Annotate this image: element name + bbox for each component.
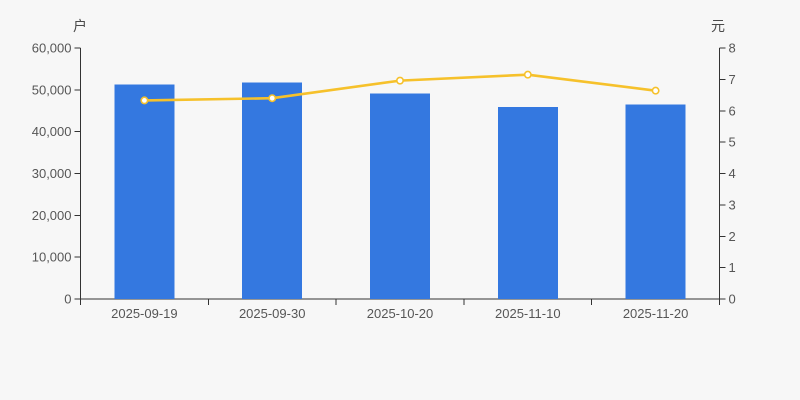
right-axis-tick-label: 3 bbox=[729, 197, 736, 212]
x-axis-label: 2025-09-19 bbox=[111, 306, 178, 321]
right-axis-tick-label: 5 bbox=[729, 135, 736, 150]
left-axis-tick-label: 30,000 bbox=[32, 166, 72, 181]
bar[interactable] bbox=[625, 104, 686, 299]
x-axis-label: 2025-10-20 bbox=[367, 306, 434, 321]
left-axis-title: 户 bbox=[73, 18, 87, 34]
left-axis-tick-label: 50,000 bbox=[32, 82, 72, 97]
right-axis-tick-label: 1 bbox=[729, 260, 736, 275]
left-axis-tick-label: 60,000 bbox=[32, 41, 72, 56]
left-axis-tick-label: 0 bbox=[64, 292, 71, 307]
bar[interactable] bbox=[114, 84, 175, 300]
x-axis-label: 2025-09-30 bbox=[239, 306, 306, 321]
line-marker[interactable] bbox=[268, 94, 277, 103]
right-axis-tick-label: 8 bbox=[729, 41, 736, 56]
right-axis-tick-label: 0 bbox=[729, 292, 736, 307]
line-marker[interactable] bbox=[523, 70, 532, 79]
line-marker[interactable] bbox=[651, 86, 660, 95]
left-axis-tick-label: 40,000 bbox=[32, 124, 72, 139]
right-axis-tick-label: 2 bbox=[729, 229, 736, 244]
x-axis-label: 2025-11-20 bbox=[623, 306, 689, 321]
line-marker[interactable] bbox=[395, 76, 404, 85]
left-axis-tick-label: 10,000 bbox=[32, 250, 72, 265]
x-axis-label: 2025-11-10 bbox=[495, 306, 561, 321]
bar[interactable] bbox=[370, 93, 430, 300]
left-axis-tick-label: 20,000 bbox=[32, 208, 72, 223]
line-marker[interactable] bbox=[140, 96, 149, 105]
right-axis-tick-label: 4 bbox=[729, 166, 736, 181]
bar[interactable] bbox=[242, 82, 303, 299]
right-axis-tick-label: 6 bbox=[729, 103, 736, 118]
right-axis-tick-label: 7 bbox=[729, 72, 736, 87]
bar[interactable] bbox=[497, 106, 558, 299]
right-axis-title: 元 bbox=[711, 18, 725, 34]
